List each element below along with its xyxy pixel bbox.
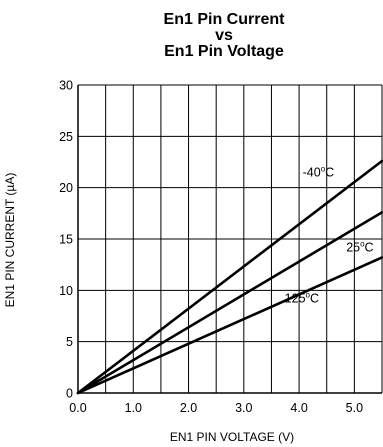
x-tick-label: 0.0 <box>69 401 86 415</box>
y-tick-label: 0 <box>66 387 73 401</box>
series-label: 25oC <box>346 239 373 254</box>
chart-title-line-2: vs <box>215 27 233 44</box>
x-tick-labels: 0.0 1.0 2.0 3.0 4.0 5.0 <box>69 401 363 415</box>
series-lines <box>76 159 383 395</box>
series-line <box>76 256 383 395</box>
x-tick-label: 5.0 <box>346 401 363 415</box>
x-tick-label: 1.0 <box>125 401 142 415</box>
y-tick-label: 15 <box>59 233 73 247</box>
series-label: -40oC <box>303 164 335 179</box>
x-axis-label: EN1 PIN VOLTAGE (V) <box>170 430 294 444</box>
grid <box>77 84 383 394</box>
chart-title-line-1: En1 Pin Current <box>164 11 286 28</box>
y-tick-label: 30 <box>59 79 73 93</box>
x-tick-label: 2.0 <box>180 401 197 415</box>
y-axis-label: EN1 PIN CURRENT (µA) <box>3 173 17 308</box>
x-tick-label: 4.0 <box>290 401 307 415</box>
chart-title: En1 Pin Current vs En1 Pin Voltage <box>164 11 286 60</box>
series-line <box>76 159 383 395</box>
y-tick-labels: 0 5 10 15 20 25 30 <box>59 79 73 401</box>
y-tick-label: 5 <box>66 335 73 349</box>
y-tick-label: 25 <box>59 130 73 144</box>
series-label: 125oC <box>285 291 319 306</box>
y-tick-label: 20 <box>59 181 73 195</box>
series-labels: -40oC 25oC 125oC <box>285 164 374 305</box>
y-tick-label: 10 <box>59 284 73 298</box>
x-tick-label: 3.0 <box>235 401 252 415</box>
series-line <box>76 211 383 395</box>
chart-title-line-3: En1 Pin Voltage <box>164 43 284 60</box>
